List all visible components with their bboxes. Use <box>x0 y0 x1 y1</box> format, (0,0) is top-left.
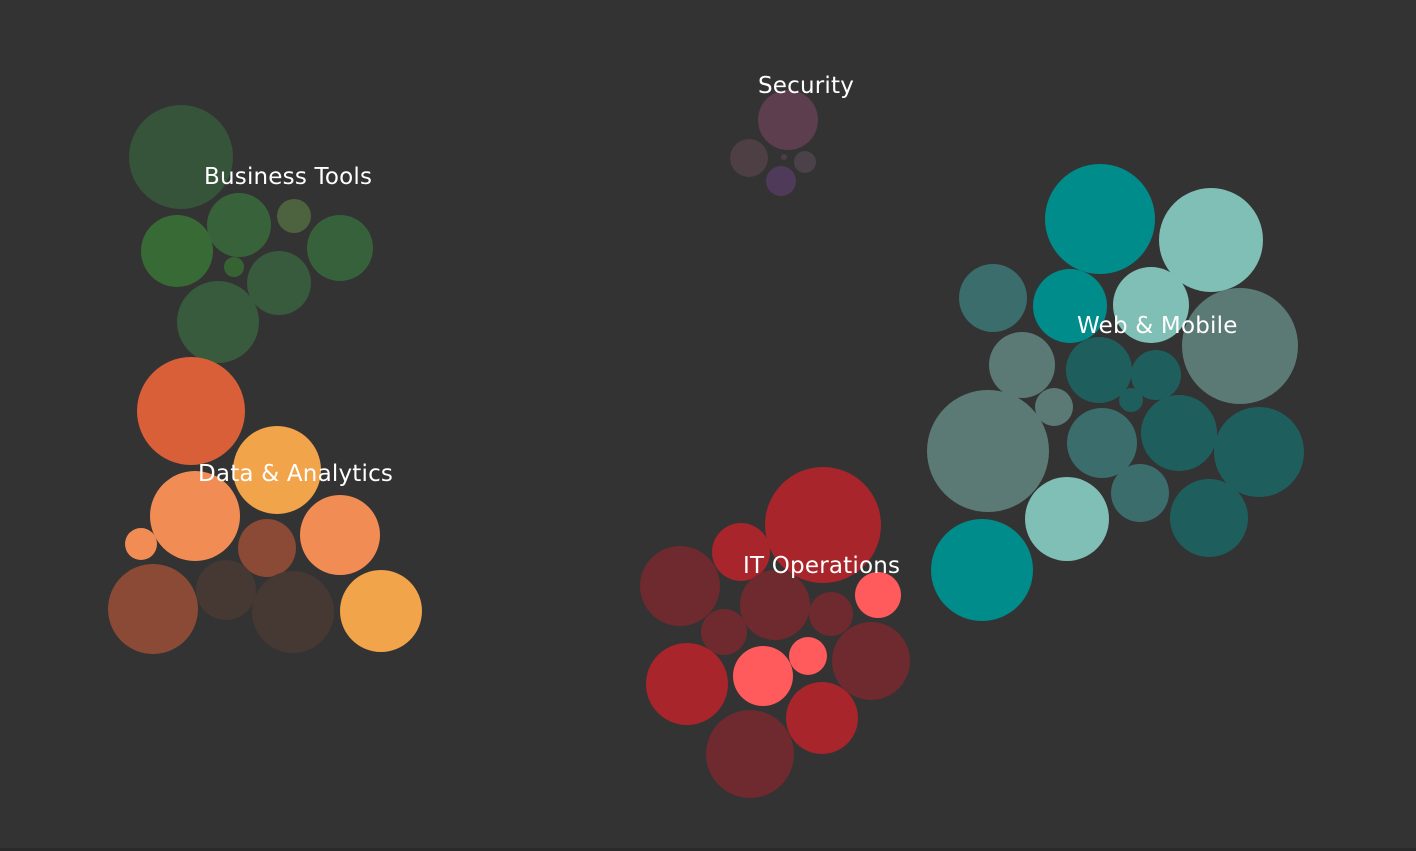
bubble-data-and-analytics-7[interactable] <box>108 564 198 654</box>
bubble-it-operations-2[interactable] <box>712 523 770 581</box>
bubble-web-and-mobile-14[interactable] <box>1141 395 1217 471</box>
bubble-web-and-mobile-15[interactable] <box>1214 407 1304 497</box>
bubble-group-business-tools <box>129 105 373 363</box>
bubble-it-operations-13[interactable] <box>706 710 794 798</box>
bubble-web-and-mobile-6[interactable] <box>1182 288 1298 404</box>
bubble-web-and-mobile-18[interactable] <box>1170 479 1248 557</box>
bubble-web-and-mobile-10[interactable] <box>1035 388 1073 426</box>
bubble-security-2[interactable] <box>730 139 768 177</box>
bubble-web-and-mobile-3[interactable] <box>959 264 1027 332</box>
bubble-security-5[interactable] <box>781 154 787 160</box>
bubble-business-tools-4[interactable] <box>141 215 213 287</box>
bubble-web-and-mobile-4[interactable] <box>1033 269 1107 343</box>
bubble-web-and-mobile-1[interactable] <box>1045 164 1155 274</box>
bubble-web-and-mobile-9[interactable] <box>1131 350 1181 400</box>
bubble-it-operations-12[interactable] <box>786 682 858 754</box>
bubble-security-1[interactable] <box>758 90 818 150</box>
bubble-group-it-operations <box>640 467 910 798</box>
bubble-group-web-and-mobile <box>927 164 1304 621</box>
bubble-it-operations-4[interactable] <box>855 572 901 618</box>
bubble-business-tools-5[interactable] <box>307 215 373 281</box>
bubble-data-and-analytics-3[interactable] <box>150 471 240 561</box>
bubble-it-operations-1[interactable] <box>765 467 881 583</box>
bubble-web-and-mobile-13[interactable] <box>1067 408 1137 478</box>
bubble-web-and-mobile-16[interactable] <box>1025 477 1109 561</box>
bubble-it-operations-3[interactable] <box>640 546 720 626</box>
bubble-it-operations-6[interactable] <box>809 592 853 636</box>
bubble-data-and-analytics-8[interactable] <box>196 560 256 620</box>
bubble-it-operations-11[interactable] <box>832 622 910 700</box>
bubble-data-and-analytics-1[interactable] <box>137 357 245 465</box>
bubble-web-and-mobile-5[interactable] <box>1113 267 1189 343</box>
bubble-it-operations-9[interactable] <box>733 646 793 706</box>
bubble-web-and-mobile-11[interactable] <box>1119 388 1143 412</box>
bubble-web-and-mobile-17[interactable] <box>1111 464 1169 522</box>
bubble-data-and-analytics-6[interactable] <box>300 495 380 575</box>
bubble-web-and-mobile-8[interactable] <box>1066 337 1132 403</box>
bubble-web-and-mobile-2[interactable] <box>1159 188 1263 292</box>
bubble-it-operations-8[interactable] <box>646 643 728 725</box>
bubble-web-and-mobile-19[interactable] <box>931 519 1033 621</box>
bubble-data-and-analytics-10[interactable] <box>340 570 422 652</box>
bubble-business-tools-7[interactable] <box>247 251 311 315</box>
bubble-web-and-mobile-7[interactable] <box>989 332 1055 398</box>
bubble-it-operations-5[interactable] <box>740 570 810 640</box>
bubble-security-3[interactable] <box>794 151 816 173</box>
bubble-data-and-analytics-9[interactable] <box>252 571 334 653</box>
bubble-business-tools-3[interactable] <box>277 199 311 233</box>
bubble-web-and-mobile-12[interactable] <box>927 390 1049 512</box>
bubble-data-and-analytics-5[interactable] <box>238 519 296 577</box>
bubble-it-operations-7[interactable] <box>701 609 747 655</box>
bubble-business-tools-8[interactable] <box>177 281 259 363</box>
bubble-data-and-analytics-4[interactable] <box>125 528 157 560</box>
bubble-business-tools-1[interactable] <box>129 105 233 209</box>
bottom-border <box>0 848 1416 851</box>
bubble-data-and-analytics-2[interactable] <box>233 426 321 514</box>
bubble-it-operations-10[interactable] <box>789 637 827 675</box>
bubble-business-tools-2[interactable] <box>207 193 271 257</box>
bubble-group-data-and-analytics <box>108 357 422 654</box>
bubble-security-4[interactable] <box>766 166 796 196</box>
bubble-group-security <box>730 90 818 196</box>
bubble-business-tools-6[interactable] <box>224 257 244 277</box>
